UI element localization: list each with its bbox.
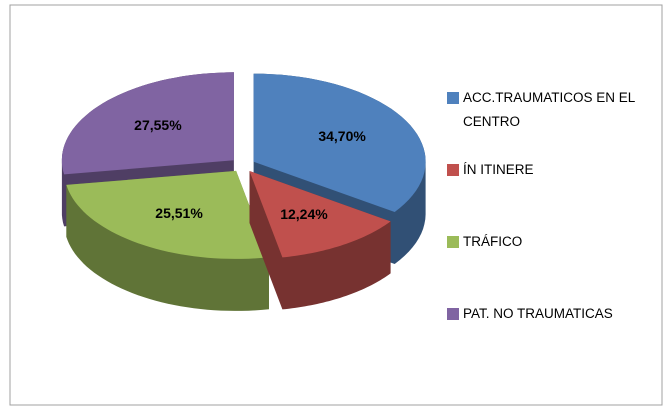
data-label: 34,70% xyxy=(318,128,366,144)
legend-label: ACC.TRAUMATICOS EN EL CENTRO xyxy=(463,90,635,129)
slice xyxy=(61,72,234,175)
legend-label: PAT. NO TRAUMATICAS xyxy=(463,306,613,321)
data-label: 27,55% xyxy=(134,117,182,133)
data-label: 25,51% xyxy=(155,205,203,221)
legend-item: ACC.TRAUMATICOS EN EL CENTRO xyxy=(447,86,647,158)
slice xyxy=(253,73,426,212)
legend-swatch xyxy=(447,92,459,104)
slice xyxy=(249,171,391,258)
legend-swatch xyxy=(447,308,459,320)
legend: ACC.TRAUMATICOS EN EL CENTRO ÍN ITINERE TR… xyxy=(447,86,647,374)
legend-swatch xyxy=(447,164,459,176)
legend-item: TRÁFICO xyxy=(447,230,647,302)
data-label: 12,24% xyxy=(280,206,328,222)
legend-label: TRÁFICO xyxy=(463,234,523,249)
legend-swatch xyxy=(447,236,459,248)
legend-item: PAT. NO TRAUMATICAS xyxy=(447,302,647,374)
legend-item: ÍN ITINERE xyxy=(447,158,647,230)
slice xyxy=(66,170,269,259)
legend-label: ÍN ITINERE xyxy=(463,162,534,177)
